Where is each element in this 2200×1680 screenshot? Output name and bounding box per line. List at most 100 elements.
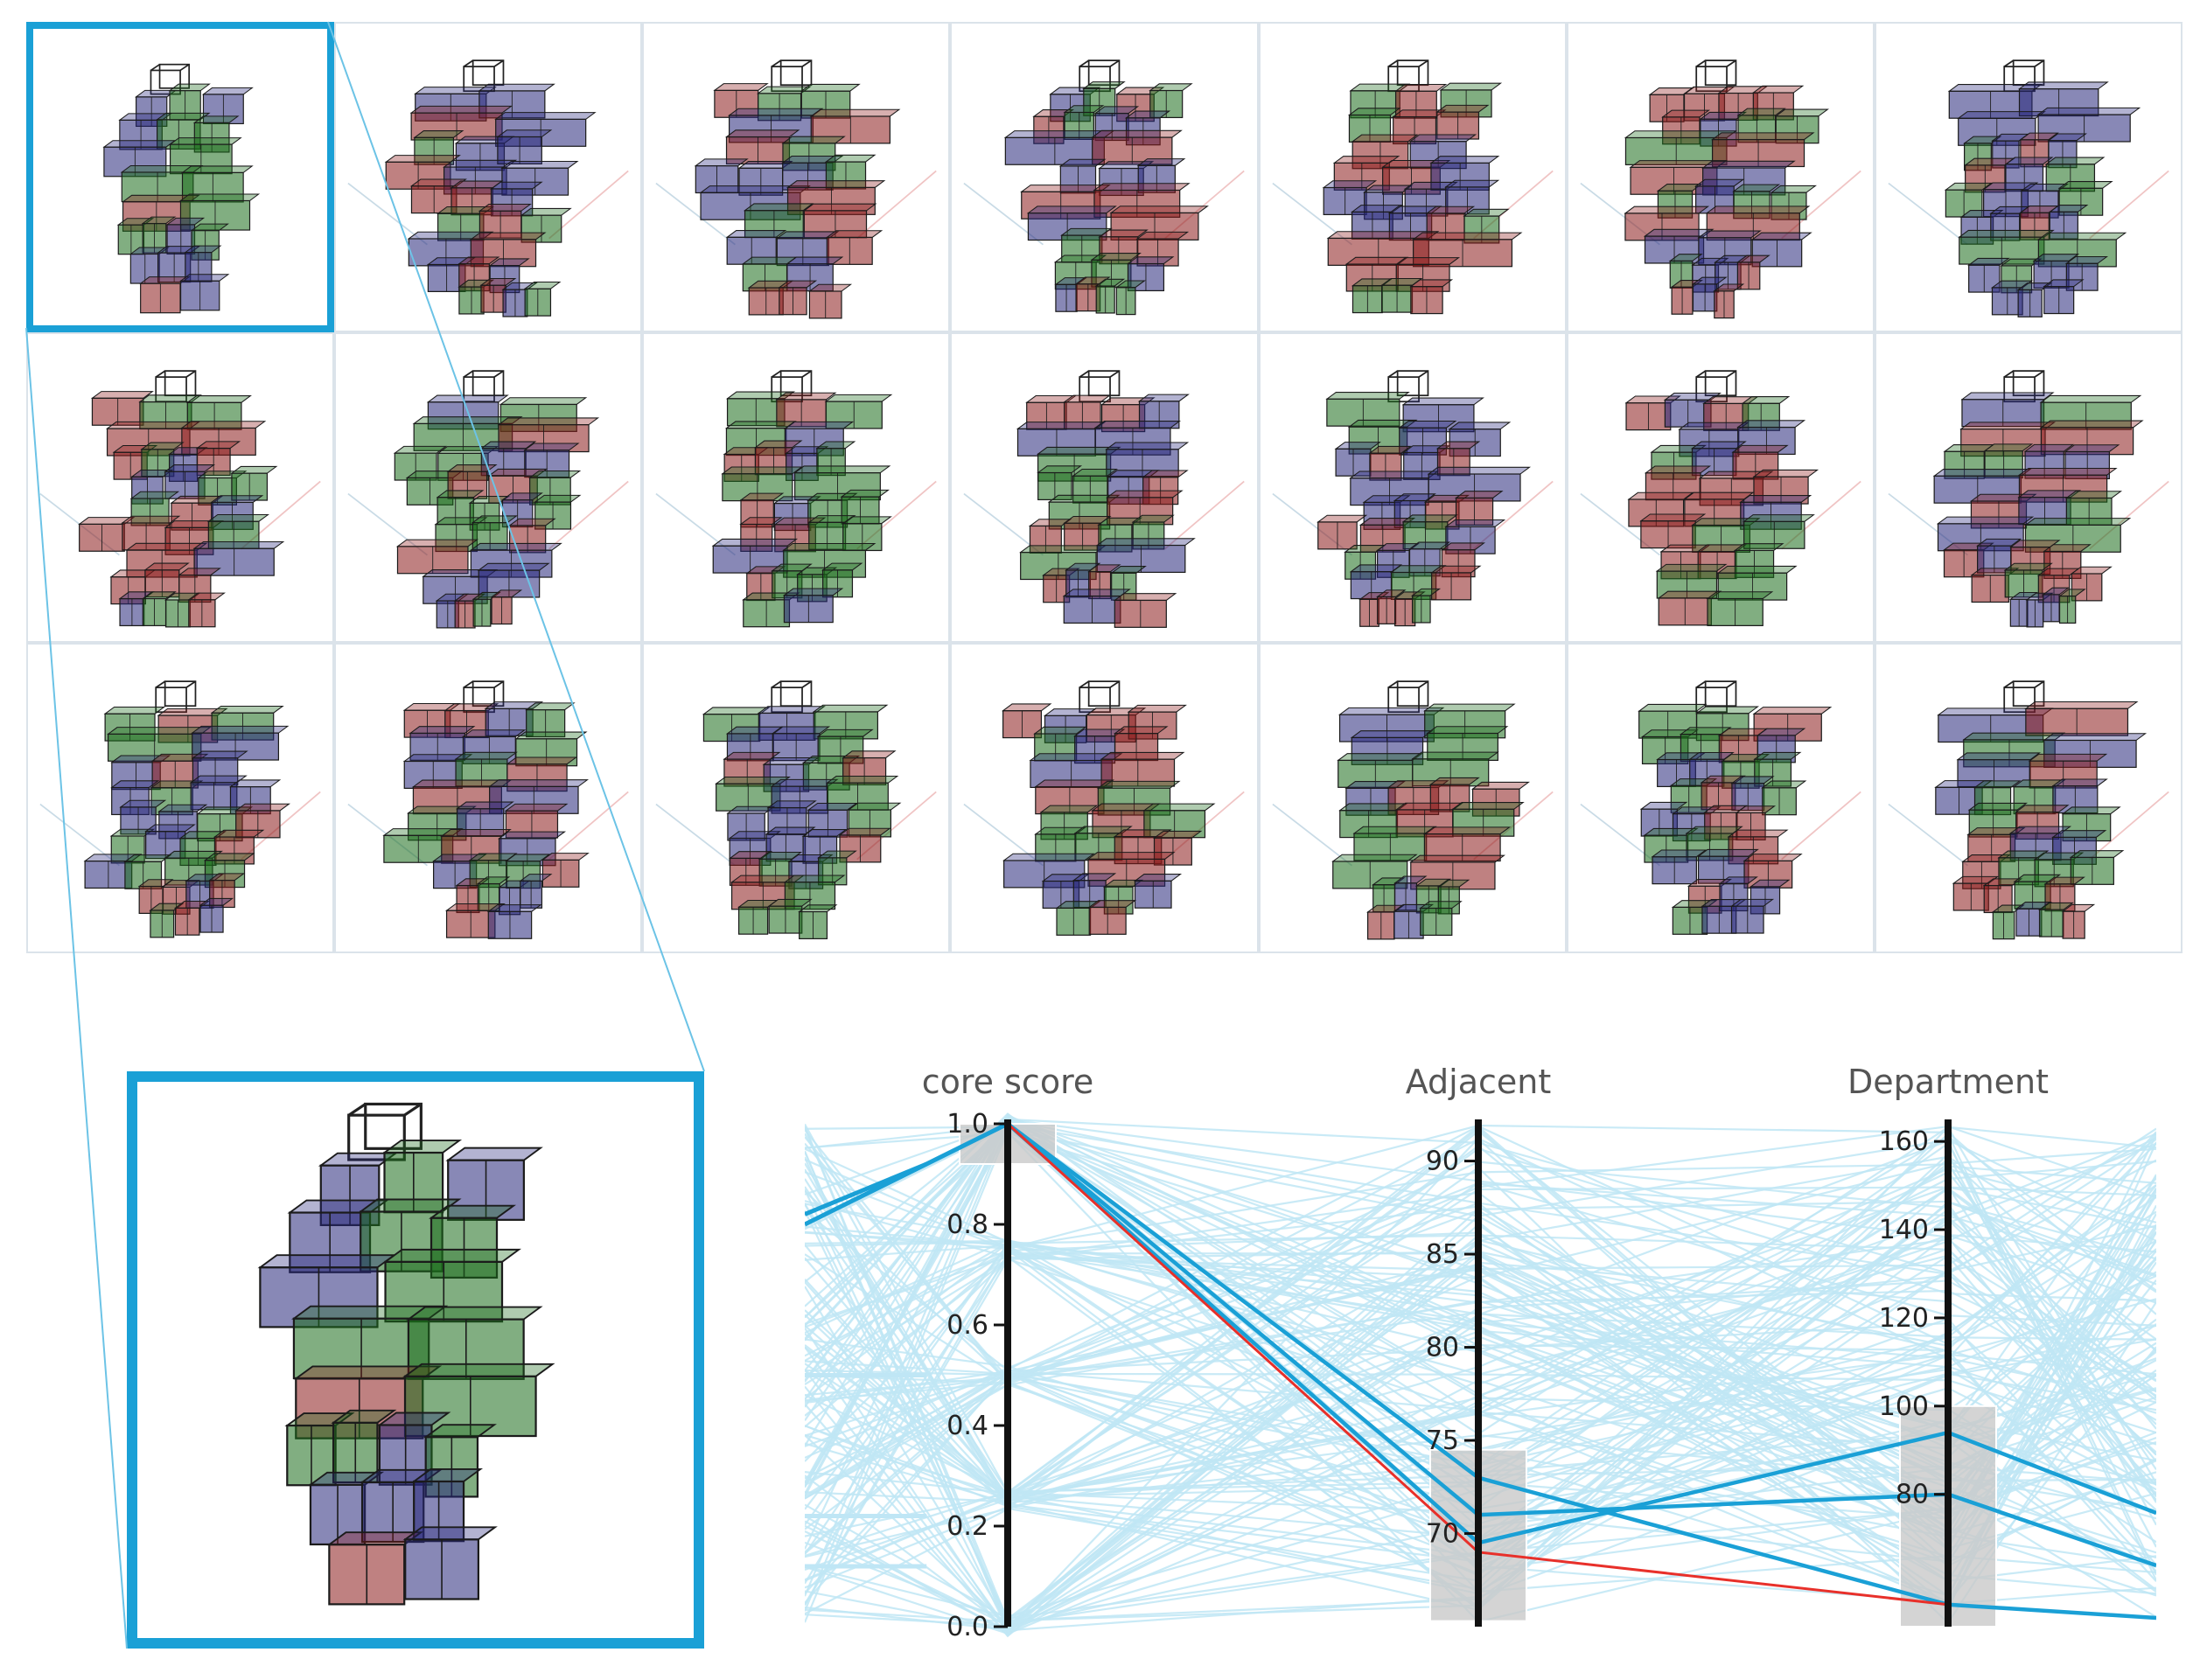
- massing-block: [1651, 849, 1708, 885]
- building-option-thumbnail[interactable]: [26, 643, 335, 953]
- massing-block: [291, 1305, 449, 1380]
- building-massing: [1888, 680, 2169, 940]
- axis-title: core score: [922, 1063, 1094, 1101]
- building-option-thumbnail[interactable]: [1258, 332, 1567, 643]
- massing-block: [809, 108, 901, 144]
- massing-block: [1736, 254, 1770, 290]
- core-wireframe: [2003, 680, 2045, 714]
- massing-block: [1435, 104, 1490, 140]
- building-option-thumbnail[interactable]: [950, 22, 1259, 332]
- building-option-thumbnail[interactable]: [642, 332, 951, 643]
- massing-block: [257, 1254, 397, 1328]
- building-option-thumbnail[interactable]: [1566, 22, 1875, 332]
- building-option-thumbnail[interactable]: [1566, 332, 1875, 643]
- massing-block: [523, 281, 562, 317]
- massing-block: [405, 1306, 543, 1380]
- selected-line[interactable]: [1006, 1122, 2156, 1621]
- massing-block: [826, 230, 883, 265]
- building-massing: [102, 63, 261, 314]
- massing-block: [1375, 589, 1407, 624]
- massing-block: [737, 900, 779, 935]
- building-option-thumbnail[interactable]: [1258, 643, 1567, 953]
- building-option-thumbnail[interactable]: [26, 22, 335, 332]
- building-option-thumbnail[interactable]: [1874, 643, 2183, 953]
- building-option-thumbnail[interactable]: [1258, 22, 1567, 332]
- massing-block: [725, 129, 800, 165]
- massing-block: [1425, 726, 1508, 762]
- massing-block: [199, 897, 234, 933]
- massing-block: [1648, 87, 1694, 122]
- massing-block: [1671, 900, 1718, 935]
- massing-block: [793, 465, 891, 501]
- massing-block: [1401, 397, 1484, 433]
- massing-block: [234, 803, 291, 839]
- massing-block: [1004, 130, 1115, 165]
- building-option-thumbnail[interactable]: [1566, 643, 1875, 953]
- tick-label: 0.4: [946, 1411, 988, 1441]
- massing-block: [2043, 279, 2085, 315]
- tick-label: 80: [1896, 1480, 1929, 1510]
- massing-block: [778, 280, 818, 316]
- building-option-thumbnail[interactable]: [642, 643, 951, 953]
- building-option-thumbnail[interactable]: [26, 332, 335, 643]
- building-option-thumbnail[interactable]: [1874, 332, 2183, 643]
- building-option-thumbnail[interactable]: [950, 643, 1259, 953]
- massing-block: [808, 283, 853, 319]
- building-option-thumbnail[interactable]: [334, 22, 643, 332]
- massing-block: [742, 592, 800, 628]
- massing-block: [1072, 468, 1119, 504]
- building-massing: [1271, 370, 1554, 627]
- massing-block: [1429, 565, 1482, 601]
- building-massing: [1580, 680, 1861, 935]
- building-massing: [963, 680, 1246, 936]
- massing-block: [1690, 518, 1761, 554]
- massing-block: [187, 592, 226, 628]
- building-option-thumbnail[interactable]: [950, 332, 1259, 643]
- massing-block: [1969, 493, 2037, 529]
- massing-block: [2039, 420, 2144, 456]
- massing-block: [118, 113, 172, 150]
- massing-block: [1063, 394, 1112, 430]
- core-wireframe: [150, 63, 190, 95]
- building-massing: [39, 370, 321, 628]
- massing-block: [1448, 422, 1511, 457]
- selected-line[interactable]: [1006, 1122, 2156, 1545]
- massing-block: [1365, 904, 1405, 940]
- massing-block: [1655, 563, 1728, 599]
- massing-block: [150, 780, 204, 816]
- massing-block: [1347, 108, 1401, 143]
- design-option-gallery: [26, 22, 2183, 953]
- massing-block: [1990, 280, 2033, 316]
- building-massing: [963, 370, 1246, 628]
- massing-block: [1428, 156, 1499, 191]
- massing-block: [1736, 108, 1786, 143]
- selected-building-massing: [257, 1102, 555, 1606]
- massing-block: [1349, 564, 1402, 600]
- massing-block: [1389, 565, 1447, 601]
- axis-adjacent: Adjacent 70 75 80 85 90: [1406, 1063, 1551, 1627]
- massing-block: [1379, 277, 1423, 313]
- massing-block: [1990, 133, 2029, 169]
- parallel-coordinates-chart[interactable]: core score 0.0 0.2 0.4 0.6 0.8 1.0 Adjacent 70 75…: [805, 1032, 2156, 1662]
- massing-block: [1410, 588, 1441, 624]
- massing-block: [1749, 879, 1791, 915]
- selected-line[interactable]: [1006, 1122, 2156, 1568]
- massing-block: [840, 489, 890, 525]
- building-option-thumbnail[interactable]: [334, 332, 643, 643]
- massing-block: [1065, 562, 1101, 598]
- massing-block: [817, 850, 858, 886]
- massing-block: [771, 726, 831, 762]
- building-option-thumbnail[interactable]: [334, 643, 643, 953]
- massing-block: [129, 491, 180, 526]
- core-wireframe: [1695, 59, 1737, 93]
- massing-block: [1741, 396, 1791, 431]
- ground-axis-line: [1780, 791, 1861, 861]
- massing-block: [824, 394, 893, 429]
- building-option-thumbnail[interactable]: [642, 22, 951, 332]
- massing-block: [1752, 469, 1819, 505]
- building-option-thumbnail[interactable]: [1874, 22, 2183, 332]
- massing-block: [737, 161, 793, 196]
- tick-label: 80: [1426, 1333, 1459, 1363]
- massing-block: [173, 901, 210, 936]
